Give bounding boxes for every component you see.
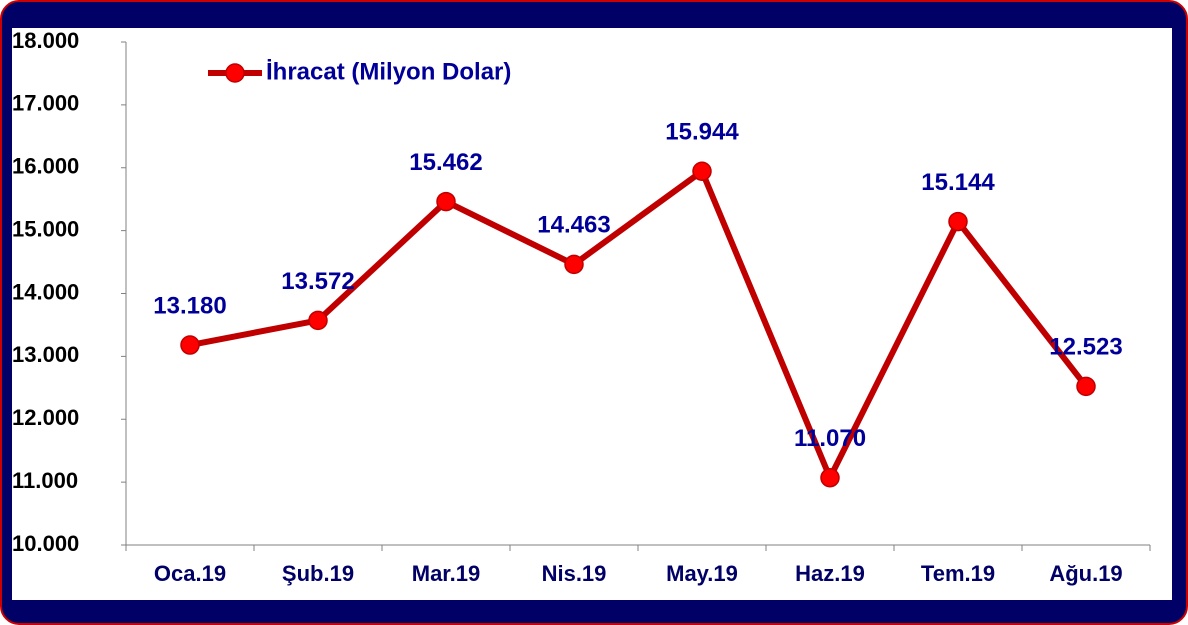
data-point [436,191,456,212]
data-point [564,254,584,275]
data-point [948,211,968,232]
y-tick-label: 12.000 [12,405,79,430]
y-tick-label: 10.000 [12,531,79,556]
data-point [1076,376,1096,397]
data-point [820,467,840,488]
y-tick-label: 14.000 [12,279,79,304]
data-point [180,335,200,355]
x-tick-label: Mar.19 [412,561,481,586]
y-tick-label: 15.000 [12,216,79,241]
y-tick-label: 18.000 [12,28,79,53]
x-tick-label: Nis.19 [542,561,607,586]
data-label: 15.144 [921,169,995,196]
y-tick-label: 17.000 [12,91,79,116]
x-tick-label: Oca.19 [154,561,226,586]
x-tick-label: Haz.19 [795,561,865,586]
x-tick-label: Ağu.19 [1049,561,1122,586]
legend-label: İhracat (Milyon Dolar) [266,58,511,85]
data-label: 15.944 [665,119,739,146]
legend-marker [225,63,245,83]
data-label: 13.180 [153,292,226,319]
x-tick-label: May.19 [666,561,738,586]
data-label: 15.462 [409,149,482,176]
y-tick-label: 16.000 [12,154,79,179]
data-label: 12.523 [1049,334,1122,361]
data-label: 11.070 [794,425,866,452]
y-tick-label: 13.000 [12,342,79,367]
data-label: 14.463 [537,212,610,239]
x-tick-label: Tem.19 [921,561,995,586]
data-line [189,168,1089,481]
data-point [692,161,712,182]
x-tick-label: Şub.19 [282,561,354,586]
y-tick-label: 11.000 [12,468,78,493]
plot-background [12,28,1172,600]
data-label: 13.572 [281,268,354,295]
data-point [308,310,328,331]
